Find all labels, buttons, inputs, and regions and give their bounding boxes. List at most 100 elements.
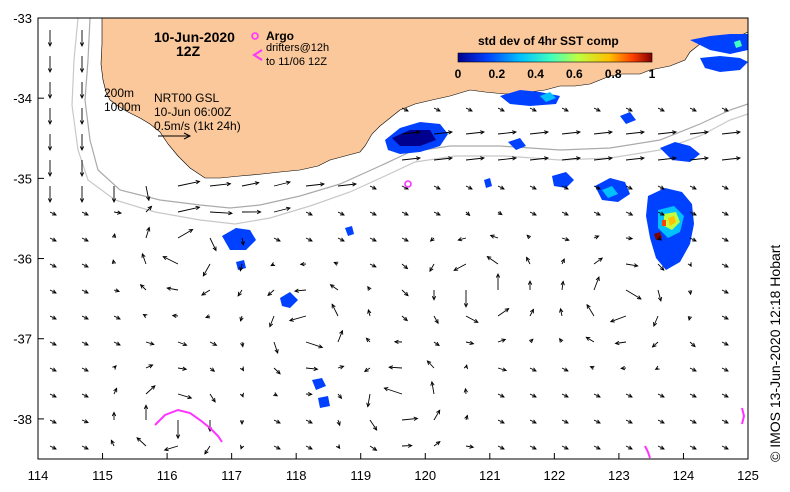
current-vector-head [672,130,678,135]
current-vector [497,157,517,161]
current-vector [490,235,499,239]
current-vector-head [365,337,371,343]
current-vector-head [307,237,313,242]
current-vector-head [175,434,181,440]
current-vector-head [659,393,665,398]
current-vector-head [499,107,505,112]
current-vector-head [83,445,89,450]
current-vector-head [47,172,53,178]
current-vector [273,341,279,354]
current-vector [49,289,57,294]
current-vector [209,183,231,187]
current-vector-head [704,130,710,135]
colorbar-tick-label: 0.6 [566,67,583,81]
current-vector-head [448,130,454,135]
current-vector-head [687,262,692,268]
current-vector [657,263,665,271]
current-vector [721,315,729,320]
current-vector [625,157,645,161]
current-vector-head [723,107,729,112]
current-vector-head [83,419,89,424]
current-vector [401,289,409,296]
current-vector-head [659,185,665,190]
current-vector-head [403,211,409,216]
longitude-tick-label: 119 [350,468,371,483]
current-vector-head [239,266,244,272]
current-vector-head [47,94,53,100]
current-vector-head [651,343,657,348]
current-vector-head [448,156,454,161]
map-date: 10-Jun-2020 [154,29,235,45]
current-vector-head [320,182,326,187]
current-vector-head [79,172,85,178]
current-vector-head [633,263,639,268]
current-vector [49,367,57,372]
current-vector [81,445,89,450]
current-vector [81,367,89,372]
longitude-tick-label: 124 [673,468,695,483]
current-vector-head [563,445,569,450]
current-vector-head [195,205,201,211]
current-vector [113,211,122,214]
drifter-legend-icon [252,49,263,61]
current-vector [294,289,307,292]
current-vector-head [691,237,697,242]
colorbar [457,52,653,63]
current-vector [401,237,409,242]
current-vector-head [139,283,145,289]
current-vector [586,336,595,343]
current-vector-head [111,411,117,417]
current-vector-head [723,289,729,294]
current-vector [610,315,627,323]
current-vector-head [210,367,216,372]
current-vector-head [614,340,620,346]
current-vector [209,393,216,403]
longitude-tick-label: 122 [544,468,566,483]
current-vector-head [527,280,533,285]
current-vector-head [79,94,85,100]
current-vector [561,211,569,216]
current-vector-head [335,444,341,450]
current-vector-head [654,365,660,370]
current-vector-head [653,321,658,327]
current-vector-head [201,291,206,296]
product-name: NRT00 GSL [154,91,219,105]
current-vector-head [51,263,57,268]
current-vector-head [529,308,534,314]
current-vector [529,185,537,190]
current-vector-head [371,211,377,216]
current-vector [337,211,345,216]
current-vector [305,341,323,348]
current-vector-head [413,416,419,421]
longitude-axis: 114 115 116 117 118 119 120 121 122 123 124 125 [28,453,759,483]
current-vector-head [723,211,729,216]
current-vector [721,289,729,294]
current-vector-head [47,120,53,126]
current-vector-head [627,107,633,112]
current-vector-head [79,198,85,204]
current-vector [145,341,154,345]
current-vector [560,308,563,317]
current-vector-head [143,404,149,410]
drifter-legend-line2: to 11/06 12Z [266,56,327,68]
current-vector [593,211,601,216]
current-vector [561,367,569,372]
current-vector-head [563,393,569,398]
current-vector-head [594,235,600,240]
current-vector [721,107,729,112]
current-vector-head [113,387,118,393]
current-vector-head [83,289,89,294]
current-vector-head [657,296,663,302]
current-vector-head [480,130,486,135]
current-vector [433,107,441,112]
current-vector [163,256,179,265]
current-vector-head [691,342,696,348]
current-vector-head [691,367,697,372]
current-vector [81,211,89,216]
current-vector-head [736,130,742,135]
current-vector-head [288,317,294,322]
current-vector-head [339,329,344,335]
current-vector-head [499,393,505,398]
current-vector-head [371,263,377,268]
current-vector-head [240,444,245,450]
